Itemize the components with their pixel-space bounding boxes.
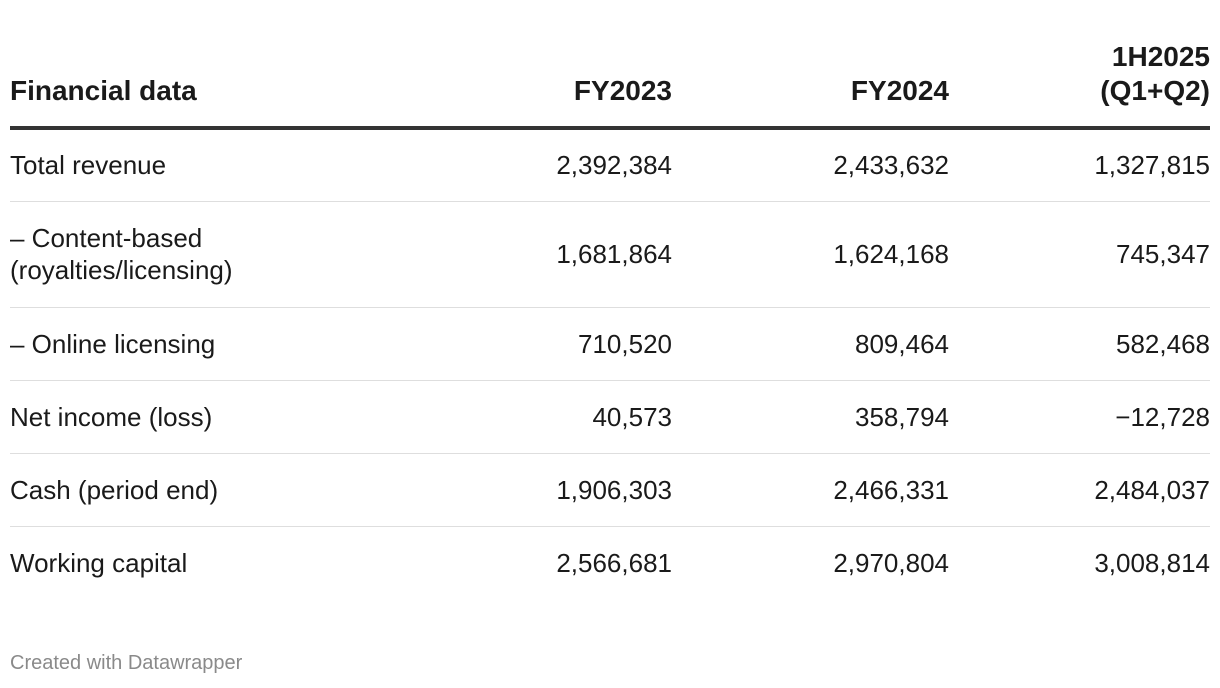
cell-fy2023: 710,520	[480, 307, 672, 381]
cell-fy2023: 1,906,303	[480, 453, 672, 527]
column-header-fy2024: FY2024	[672, 40, 949, 130]
row-label: Cash (period end)	[10, 453, 480, 527]
financial-table-container: Financial data FY2023 FY2024 1H2025 (Q1+…	[10, 40, 1210, 599]
row-label: – Online licensing	[10, 307, 480, 381]
cell-fy2024: 358,794	[672, 380, 949, 454]
financial-data-table: Financial data FY2023 FY2024 1H2025 (Q1+…	[10, 40, 1210, 599]
cell-fy2023: 2,566,681	[556, 547, 672, 578]
table-row-content-based: – Content-based (royalties/licensing) 1,…	[10, 201, 1210, 308]
column-header-financial-data: Financial data	[10, 40, 480, 130]
header-row: Financial data FY2023 FY2024 1H2025 (Q1+…	[10, 40, 1210, 130]
table-body: Total revenue 2,392,384 2,433,632 1,327,…	[10, 128, 1210, 599]
cell-fy2024: 2,466,331	[672, 453, 949, 527]
table-header: Financial data FY2023 FY2024 1H2025 (Q1+…	[10, 40, 1210, 130]
cell-fy2024: 1,624,168	[672, 201, 949, 308]
cell-fy2023: 1,681,864	[480, 201, 672, 308]
cell-1h2025: 745,347	[949, 201, 1210, 308]
cell-fy2024: 2,970,804	[833, 547, 949, 578]
column-header-fy2023: FY2023	[480, 40, 672, 130]
row-label: Working capital	[10, 547, 188, 578]
table-row-net-income: Net income (loss) 40,573 358,794 −12,728	[10, 380, 1210, 454]
table-row-total-revenue: Total revenue 2,392,384 2,433,632 1,327,…	[10, 128, 1210, 202]
cell-fy2024: 2,433,632	[672, 128, 949, 202]
cell-fy2024: 809,464	[672, 307, 949, 381]
row-label: – Content-based (royalties/licensing)	[10, 201, 480, 308]
row-label: Total revenue	[10, 128, 480, 202]
datawrapper-credit: Created with Datawrapper	[10, 652, 243, 674]
cell-1h2025: 1,327,815	[949, 128, 1210, 202]
cell-fy2023: 40,573	[480, 380, 672, 454]
column-header-1h2025: 1H2025 (Q1+Q2)	[949, 40, 1210, 130]
cell-1h2025: 582,468	[949, 307, 1210, 381]
row-label: Net income (loss)	[10, 380, 480, 454]
cell-1h2025: 2,484,037	[949, 453, 1210, 527]
cell-fy2023: 2,392,384	[480, 128, 672, 202]
cell-1h2025: 3,008,814	[1094, 547, 1210, 578]
table-row-working-capital: Working capital 2,566,681 2,970,804 3,00…	[10, 526, 1210, 599]
cell-1h2025: −12,728	[949, 380, 1210, 454]
table-row-online-licensing: – Online licensing 710,520 809,464 582,4…	[10, 307, 1210, 381]
table-row-cash: Cash (period end) 1,906,303 2,466,331 2,…	[10, 453, 1210, 527]
